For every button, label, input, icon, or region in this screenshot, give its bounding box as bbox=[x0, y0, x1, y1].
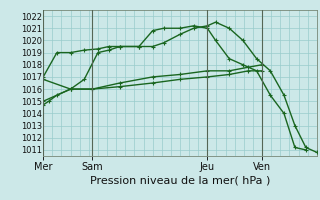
X-axis label: Pression niveau de la mer( hPa ): Pression niveau de la mer( hPa ) bbox=[90, 176, 270, 186]
